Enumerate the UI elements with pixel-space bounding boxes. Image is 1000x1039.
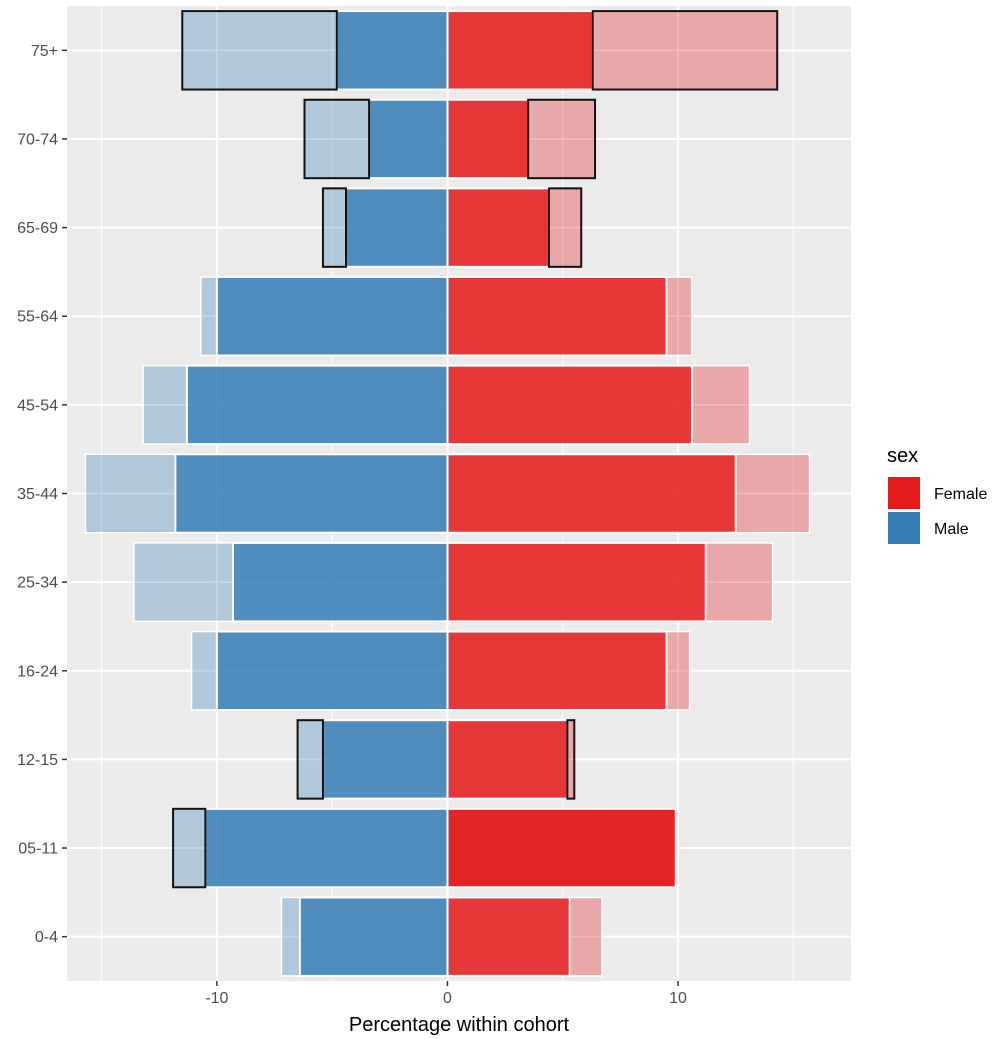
y-tick-label: 55-64 <box>17 309 58 326</box>
x-tick-label: -10 <box>205 990 228 1007</box>
x-tick-label: 0 <box>443 990 452 1007</box>
female-bar <box>446 187 550 268</box>
y-tick-label: 25-34 <box>17 575 58 592</box>
male-bar <box>174 453 449 534</box>
legend-key-female <box>888 477 920 509</box>
male-comparison-outline <box>321 187 348 268</box>
x-axis-title: Percentage within cohort <box>349 1014 570 1036</box>
female-bar <box>446 896 571 977</box>
y-tick-label: 05-11 <box>18 841 58 858</box>
y-tick-label: 75+ <box>31 43 58 60</box>
y-tick-label: 35-44 <box>17 486 58 503</box>
male-bar <box>215 630 449 711</box>
female-bar <box>446 364 693 446</box>
y-tick-label: 65-69 <box>17 220 58 237</box>
female-comparison-outline <box>527 98 597 180</box>
y-tick-label: 45-54 <box>17 397 58 414</box>
female-bar <box>446 807 677 889</box>
female-comparison-outline <box>591 10 779 91</box>
x-tick-label: 10 <box>669 990 687 1007</box>
female-bar <box>446 541 707 623</box>
male-comparison-outline <box>172 807 207 889</box>
y-tick-label: 12-15 <box>17 752 58 769</box>
female-comparison-outline <box>547 187 583 268</box>
female-bar <box>446 630 668 711</box>
legend: sex Female Male <box>887 445 987 544</box>
x-axis: -10 0 10 <box>205 981 687 1007</box>
female-bar <box>446 453 737 534</box>
y-axis: 75+ 70-74 65-69 55-64 45-54 35-44 25-34 16-24 12… <box>17 43 67 946</box>
male-bar <box>345 187 449 268</box>
male-bar <box>215 276 449 357</box>
male-bar <box>321 719 449 800</box>
male-bar <box>298 896 449 977</box>
female-bar <box>446 10 594 91</box>
male-comparison-outline <box>181 10 338 91</box>
cohort-bars <box>172 10 779 977</box>
male-comparison-outline <box>296 719 324 800</box>
male-bar <box>335 10 449 91</box>
female-bar <box>446 719 569 800</box>
male-comparison-outline <box>303 98 371 180</box>
female-bar <box>446 276 668 357</box>
male-bar <box>368 98 449 180</box>
female-comparison-outline <box>566 719 576 800</box>
legend-label-female: Female <box>934 486 987 503</box>
y-tick-label: 70-74 <box>17 131 58 148</box>
male-bar <box>204 807 449 889</box>
male-bar <box>185 364 449 446</box>
female-bar <box>446 98 530 180</box>
y-tick-label: 16-24 <box>17 663 58 680</box>
legend-title: sex <box>887 445 918 467</box>
legend-key-male <box>888 512 920 544</box>
y-tick-label: 0-4 <box>35 929 58 946</box>
male-bar <box>232 541 449 623</box>
legend-label-male: Male <box>934 521 969 538</box>
